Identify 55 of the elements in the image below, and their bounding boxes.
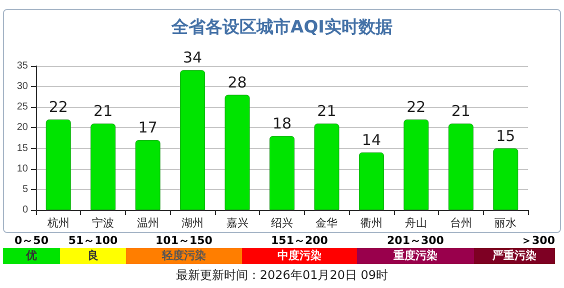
text: 51～100 (67, 234, 119, 248)
bar (358, 152, 384, 210)
chart-title: 全省各设区城市AQI实时数据 (170, 18, 392, 38)
x-tick-label: 宁波 (92, 216, 114, 230)
text: 151～200 (270, 234, 329, 248)
data-label: 18 (272, 114, 292, 132)
data-label: 21 (317, 102, 336, 120)
bar (314, 124, 340, 210)
text: 良 (60, 248, 126, 264)
x-tick-label: 湖州 (182, 216, 204, 230)
y-tick-label: 10 (16, 163, 28, 174)
bar (404, 119, 429, 210)
bar (448, 124, 474, 210)
text: 101～150 (154, 234, 214, 248)
text: 重度污染 (357, 248, 474, 264)
x-tick-label: 衢州 (360, 216, 382, 230)
y-tick-label: 0 (22, 204, 28, 216)
bar (90, 124, 116, 210)
text: ＞300 (520, 234, 555, 248)
text: 轻度污染 (126, 248, 242, 264)
x-tick-label: 绍兴 (271, 216, 293, 230)
y-tick-label: 30 (16, 81, 28, 92)
y-tick-label: 35 (16, 60, 28, 72)
bar (46, 119, 71, 210)
data-label: 21 (451, 102, 470, 120)
bar (135, 140, 160, 210)
y-tick-label: 5 (22, 184, 28, 195)
y-tick-label: 25 (16, 102, 28, 113)
data-label: 17 (138, 118, 158, 137)
x-tick-label: 丽水 (494, 216, 517, 230)
x-tick-label: 台州 (450, 216, 472, 230)
y-tick-label: 15 (16, 142, 28, 154)
data-label: 14 (362, 130, 381, 149)
bar (493, 148, 518, 210)
x-tick-label: 温州 (136, 216, 159, 230)
x-tick-label: 嘉兴 (226, 216, 248, 230)
x-tick-label: 舟山 (405, 216, 428, 230)
data-label: 28 (228, 73, 247, 92)
text: 中度污染 (242, 248, 357, 264)
bar (270, 136, 294, 210)
text: 0～50 (14, 234, 50, 248)
text: 201～300 (386, 234, 445, 248)
data-label: 21 (94, 102, 113, 120)
data-label: 22 (406, 98, 426, 116)
x-tick-label: 杭州 (46, 216, 70, 230)
bar (180, 70, 206, 210)
data-label: 22 (48, 98, 68, 116)
data-label: 15 (496, 126, 516, 145)
text: 最新更新时间：2026年01月20日 09时 (174, 267, 390, 284)
bar (224, 94, 250, 210)
text: 优 (3, 248, 60, 264)
text: 严重污染 (474, 248, 555, 264)
x-tick-label: 金华 (316, 218, 338, 230)
y-tick-label: 20 (16, 122, 28, 134)
data-label: 34 (183, 48, 202, 67)
